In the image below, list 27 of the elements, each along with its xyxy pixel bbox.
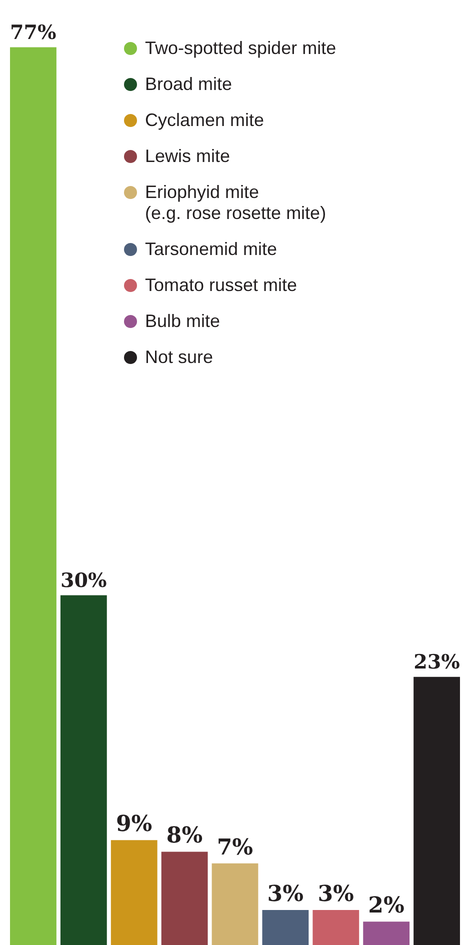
bar (414, 676, 460, 945)
data-label: 3% (267, 881, 304, 908)
data-label: 3% (318, 881, 354, 908)
data-label: 2% (368, 892, 404, 919)
data-label: 77% (10, 20, 57, 44)
bar (10, 47, 56, 945)
bar (110, 840, 158, 945)
data-label: 8% (166, 822, 203, 849)
bar (212, 863, 258, 945)
data-label: 30% (60, 568, 107, 592)
annotation: Broad mite (145, 74, 232, 95)
bar (161, 852, 208, 945)
data-label: 7% (216, 834, 254, 860)
bar (262, 910, 309, 945)
annotation: Tomato russet mite (145, 275, 298, 296)
annotation: Eriophyid mite (e.g. rose rosette mite) (145, 182, 326, 224)
annotation: Lewis mite (145, 146, 230, 167)
annotation: Bulb mite (145, 311, 220, 332)
bar (363, 922, 410, 945)
bar (60, 595, 107, 945)
annotation: Two-spotted spider mite (145, 38, 336, 59)
annotation: Cyclamen mite (145, 110, 264, 131)
bar (312, 910, 360, 945)
data-label: 9% (116, 811, 152, 838)
annotation: Not sure (145, 347, 214, 368)
annotation: Tarsonemid mite (145, 239, 278, 260)
data-label: 23% (414, 649, 460, 674)
